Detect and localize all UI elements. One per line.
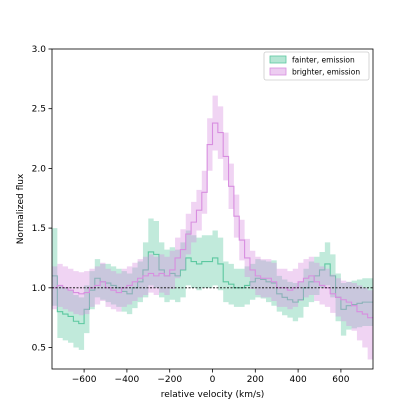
- legend-label-brighter: brighter, emission: [292, 68, 360, 77]
- y-tick-label: 1.5: [32, 224, 46, 234]
- y-tick-label: 3.0: [32, 45, 47, 55]
- x-tick-label: −600: [72, 375, 97, 385]
- y-tick-label: 1.0: [32, 284, 47, 294]
- y-tick-label: 2.0: [32, 164, 47, 174]
- plot-area: [52, 49, 373, 369]
- series-layer: [52, 95, 373, 360]
- series-1-uncertainty-band: [52, 95, 373, 360]
- x-tick-label: −200: [157, 375, 182, 385]
- x-tick-label: 0: [210, 375, 216, 385]
- legend-swatch-brighter: [269, 67, 287, 76]
- legend-label-fainter: fainter, emission: [292, 56, 355, 65]
- y-axis-title: Normalized flux: [16, 173, 26, 244]
- legend-swatch-fainter: [269, 55, 287, 64]
- plot-background: [52, 49, 373, 369]
- series-1-line: [52, 122, 373, 319]
- x-axis-title: relative velocity (km/s): [161, 390, 265, 400]
- legend-box: [263, 51, 370, 81]
- y-axis: 0.5 1.0 1.5 2.0 2.5 3.0: [32, 45, 52, 354]
- legend: fainter, emission brighter, emission: [263, 51, 370, 81]
- x-tick-label: 400: [290, 375, 307, 385]
- x-tick-label: 600: [332, 375, 349, 385]
- series-1: [52, 95, 373, 360]
- x-axis: −600 −400 −200 0 200 400 600: [72, 369, 350, 385]
- x-tick-label: −400: [115, 375, 140, 385]
- series-0-uncertainty-band: [52, 218, 373, 350]
- y-tick-label: 2.5: [32, 105, 46, 115]
- y-tick-label: 0.5: [32, 344, 46, 354]
- x-tick-label: 200: [247, 375, 264, 385]
